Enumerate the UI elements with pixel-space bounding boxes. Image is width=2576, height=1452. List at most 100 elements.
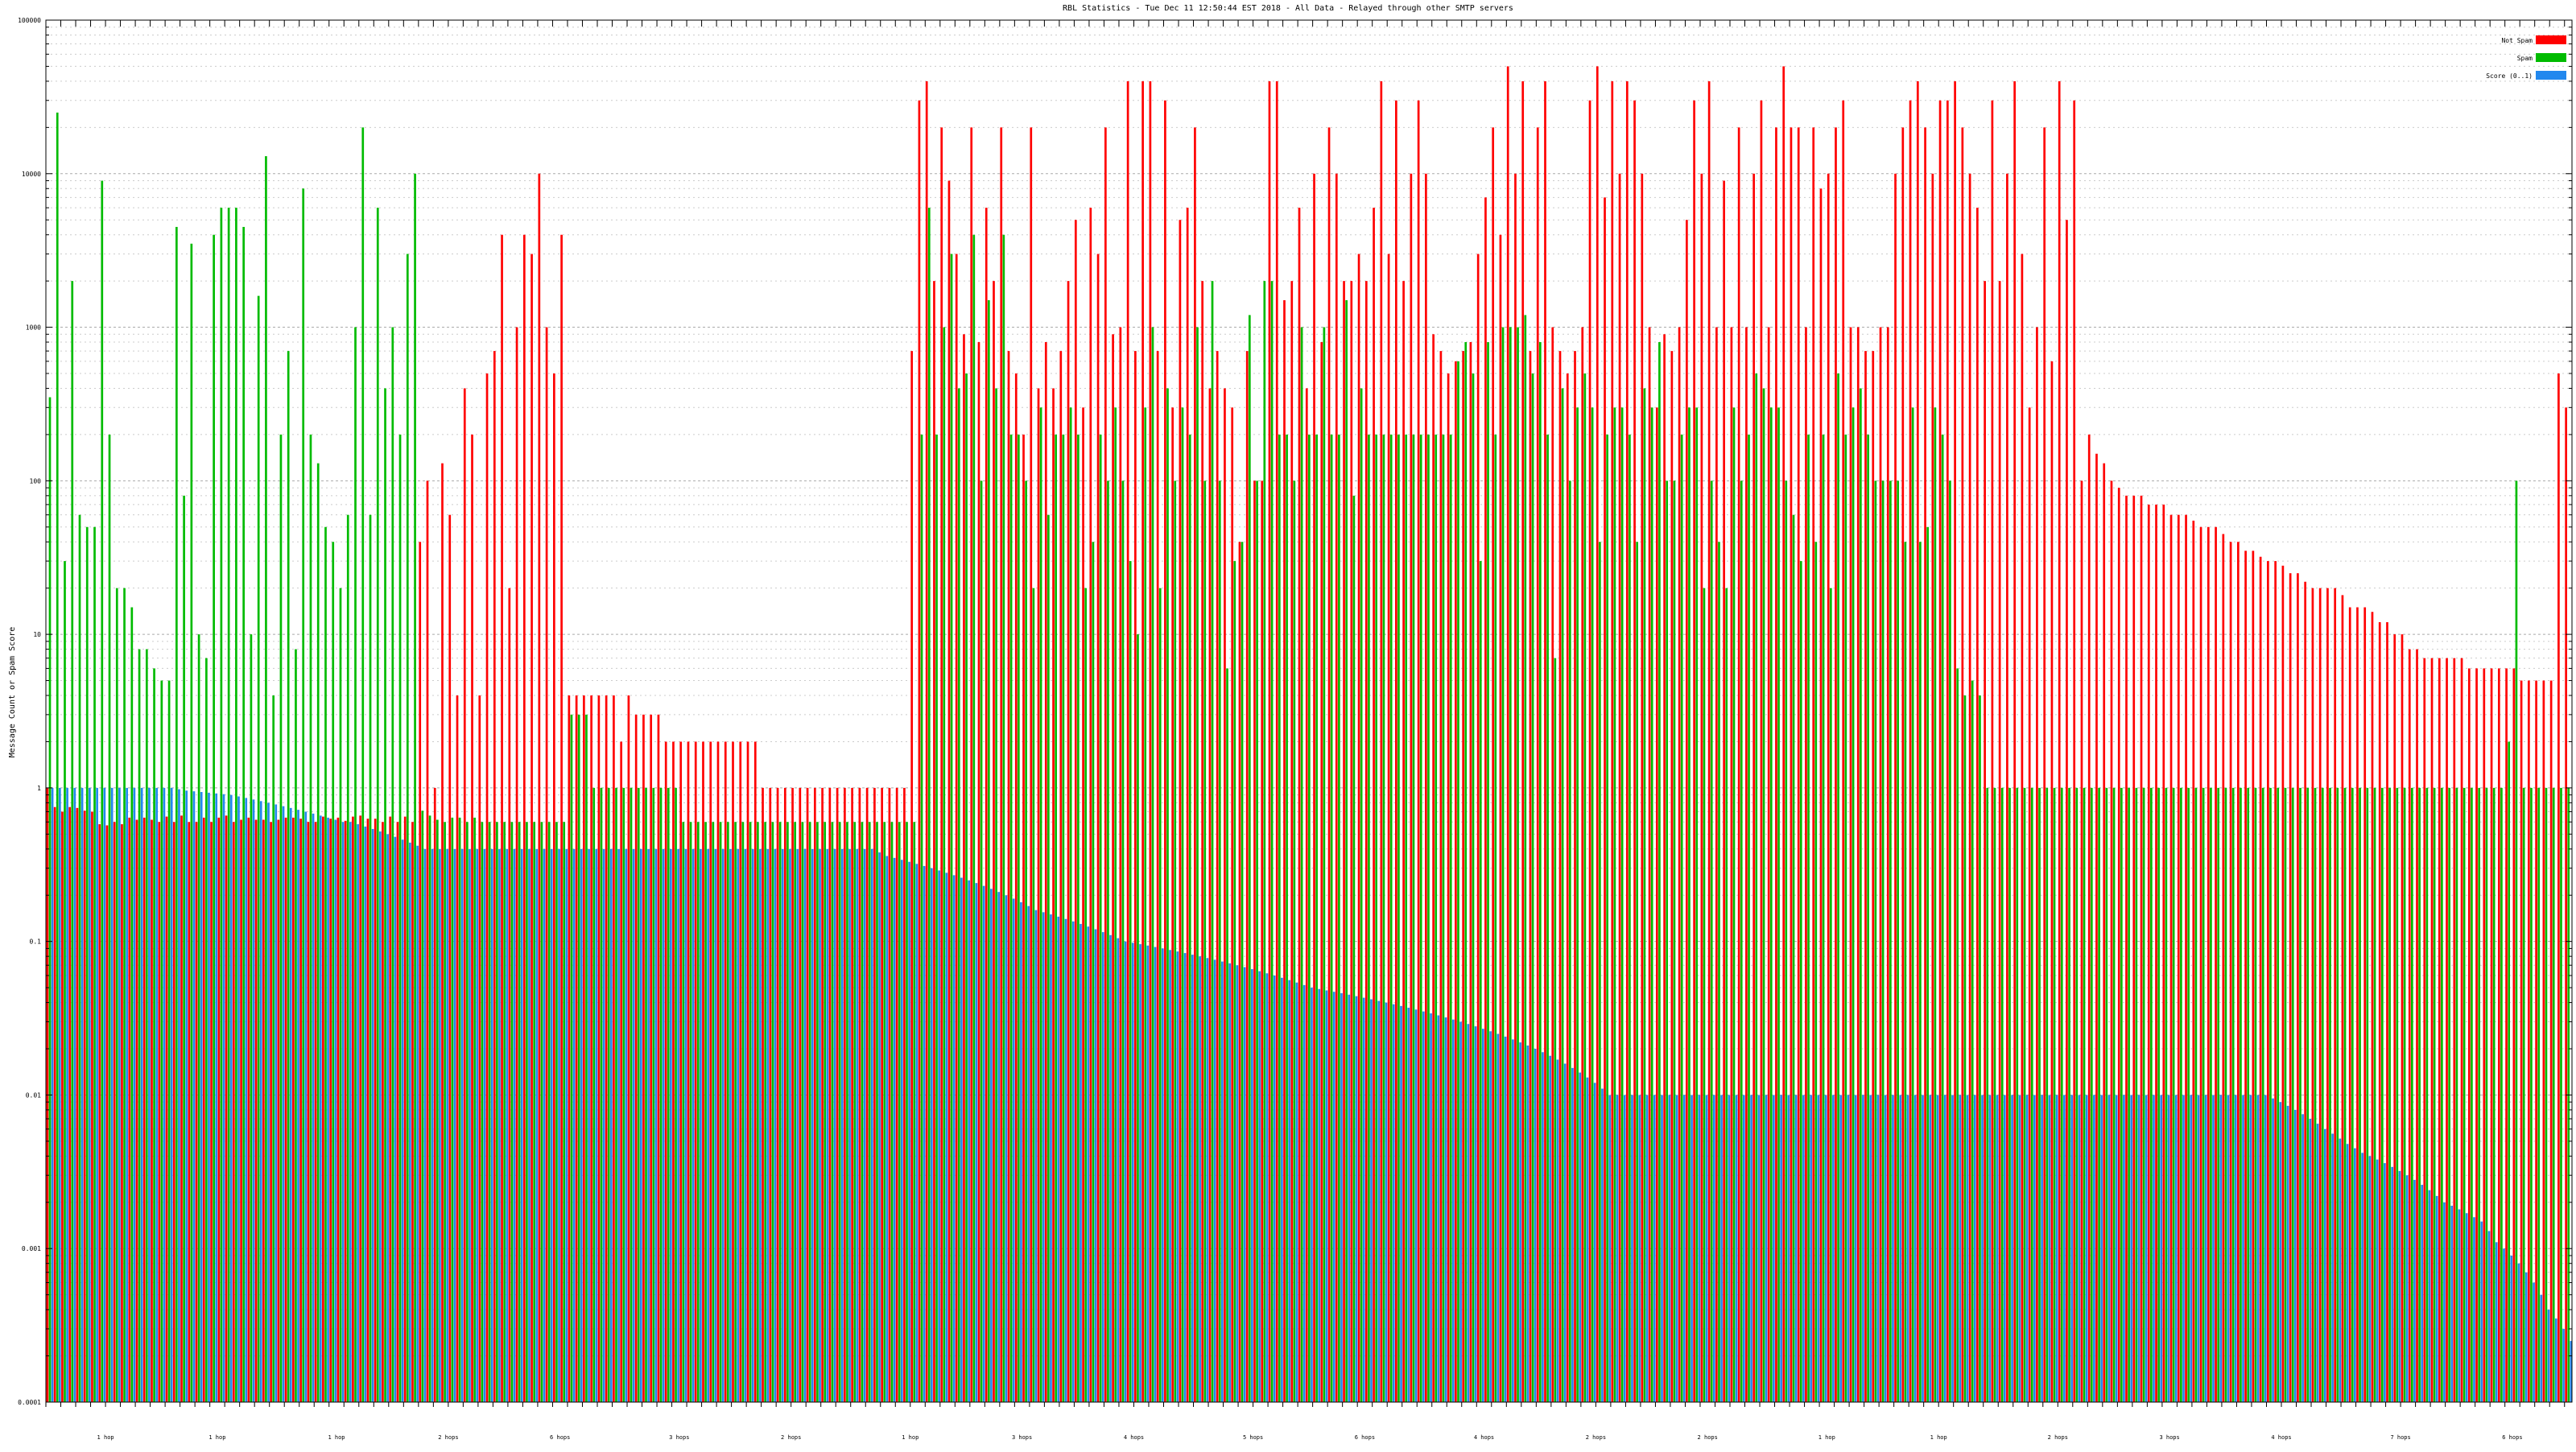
bar-score-0-1- <box>923 865 926 1402</box>
bar-spam <box>324 526 327 1402</box>
bar-not-spam <box>2169 514 2173 1403</box>
bar-score-0-1- <box>1892 1095 1894 1402</box>
bar-not-spam <box>1976 208 1979 1403</box>
bar-score-0-1- <box>1154 947 1157 1402</box>
bar-not-spam <box>68 806 72 1402</box>
bar-spam <box>361 127 365 1403</box>
bar-not-spam <box>2087 434 2091 1402</box>
bar-not-spam <box>1790 127 1793 1403</box>
bar-spam <box>167 680 171 1402</box>
bar-spam <box>421 811 424 1402</box>
bar-spam <box>145 649 148 1402</box>
bar-not-spam <box>1723 180 1725 1402</box>
bar-spam <box>1897 481 1899 1402</box>
bar-score-0-1- <box>670 848 672 1402</box>
bar-not-spam <box>783 787 786 1402</box>
bar-spam <box>927 208 931 1403</box>
bar-score-0-1- <box>401 839 404 1402</box>
bar-spam <box>540 822 543 1402</box>
bar-score-0-1- <box>2197 1095 2200 1402</box>
bar-score-0-1- <box>1071 921 1075 1402</box>
bar-not-spam <box>336 817 340 1402</box>
bar-spam <box>48 397 52 1402</box>
bar-score-0-1- <box>2309 1119 2312 1402</box>
bar-spam <box>93 526 96 1402</box>
bar-score-0-1- <box>2025 1095 2029 1402</box>
bar-spam <box>1941 434 1944 1402</box>
bar-not-spam <box>568 695 571 1402</box>
bar-score-0-1- <box>654 848 658 1402</box>
bar-score-0-1- <box>1631 1095 1633 1402</box>
bar-spam <box>2172 787 2175 1402</box>
bar-not-spam <box>1119 327 1122 1402</box>
bar-score-0-1- <box>490 848 493 1402</box>
y-tick-label: 0.0001 <box>18 1399 41 1406</box>
bar-not-spam <box>918 100 921 1402</box>
bar-spam <box>1725 588 1728 1402</box>
bar-score-0-1- <box>58 787 61 1402</box>
bar-spam <box>309 434 312 1402</box>
bar-spam <box>2471 787 2473 1402</box>
bar-spam <box>2359 787 2361 1402</box>
x-tick-label: 5 hops <box>1243 1434 1263 1441</box>
bar-score-0-1- <box>416 845 419 1402</box>
bar-not-spam <box>1819 188 1823 1402</box>
bar-score-0-1- <box>341 822 345 1402</box>
bar-score-0-1- <box>2435 1195 2438 1402</box>
bar-spam <box>2023 787 2026 1402</box>
bar-score-0-1- <box>245 798 248 1402</box>
bar-score-0-1- <box>2562 1328 2565 1402</box>
bar-not-spam <box>1529 351 1532 1402</box>
bar-not-spam <box>83 811 86 1402</box>
bar-score-0-1- <box>1682 1095 1686 1402</box>
bar-spam <box>183 495 185 1402</box>
bar-not-spam <box>2155 504 2157 1402</box>
bar-score-0-1- <box>1042 912 1045 1402</box>
bar-score-0-1- <box>1459 1021 1462 1402</box>
bar-not-spam <box>2348 607 2351 1402</box>
bar-not-spam <box>2401 634 2404 1402</box>
bar-not-spam <box>940 127 943 1403</box>
bar-score-0-1- <box>2107 1095 2111 1402</box>
bar-spam <box>1009 434 1013 1402</box>
bar-spam <box>682 822 685 1402</box>
bar-spam <box>1568 481 1571 1402</box>
bar-spam <box>2231 787 2235 1402</box>
bar-score-0-1- <box>1519 1042 1521 1402</box>
bar-spam <box>2210 787 2212 1402</box>
bar-score-0-1- <box>2123 1095 2125 1402</box>
bar-score-0-1- <box>602 848 605 1402</box>
bar-not-spam <box>1730 327 1733 1402</box>
bar-spam <box>2030 787 2033 1402</box>
bar-spam <box>1203 481 1207 1402</box>
bar-spam <box>2478 787 2480 1402</box>
bar-not-spam <box>2274 561 2277 1402</box>
bar-score-0-1- <box>1318 988 1321 1402</box>
bar-score-0-1- <box>2093 1095 2095 1402</box>
bar-not-spam <box>2371 612 2374 1402</box>
bar-spam <box>1629 434 1631 1402</box>
bar-score-0-1- <box>304 811 308 1402</box>
bar-not-spam <box>352 816 354 1402</box>
bar-spam <box>428 815 431 1402</box>
bar-not-spam <box>105 825 109 1402</box>
bar-score-0-1- <box>1012 898 1015 1402</box>
bar-spam <box>1389 434 1393 1402</box>
bar-spam <box>2240 787 2242 1402</box>
x-tick-label: 4 hops <box>1474 1434 1494 1441</box>
bar-spam <box>1807 434 1810 1402</box>
bar-not-spam <box>2326 588 2329 1402</box>
bar-score-0-1- <box>319 815 322 1402</box>
bar-spam <box>1963 695 1967 1402</box>
bar-score-0-1- <box>192 791 196 1402</box>
bar-not-spam <box>1305 388 1308 1403</box>
bar-not-spam <box>463 388 466 1403</box>
bar-not-spam <box>2013 80 2016 1402</box>
bar-not-spam <box>1476 254 1480 1402</box>
bar-not-spam <box>657 714 660 1402</box>
bar-spam <box>1382 434 1385 1402</box>
bar-not-spam <box>1625 80 1629 1402</box>
bar-score-0-1- <box>900 860 903 1402</box>
bar-not-spam <box>1849 327 1852 1402</box>
bar-score-0-1- <box>1817 1095 1820 1402</box>
